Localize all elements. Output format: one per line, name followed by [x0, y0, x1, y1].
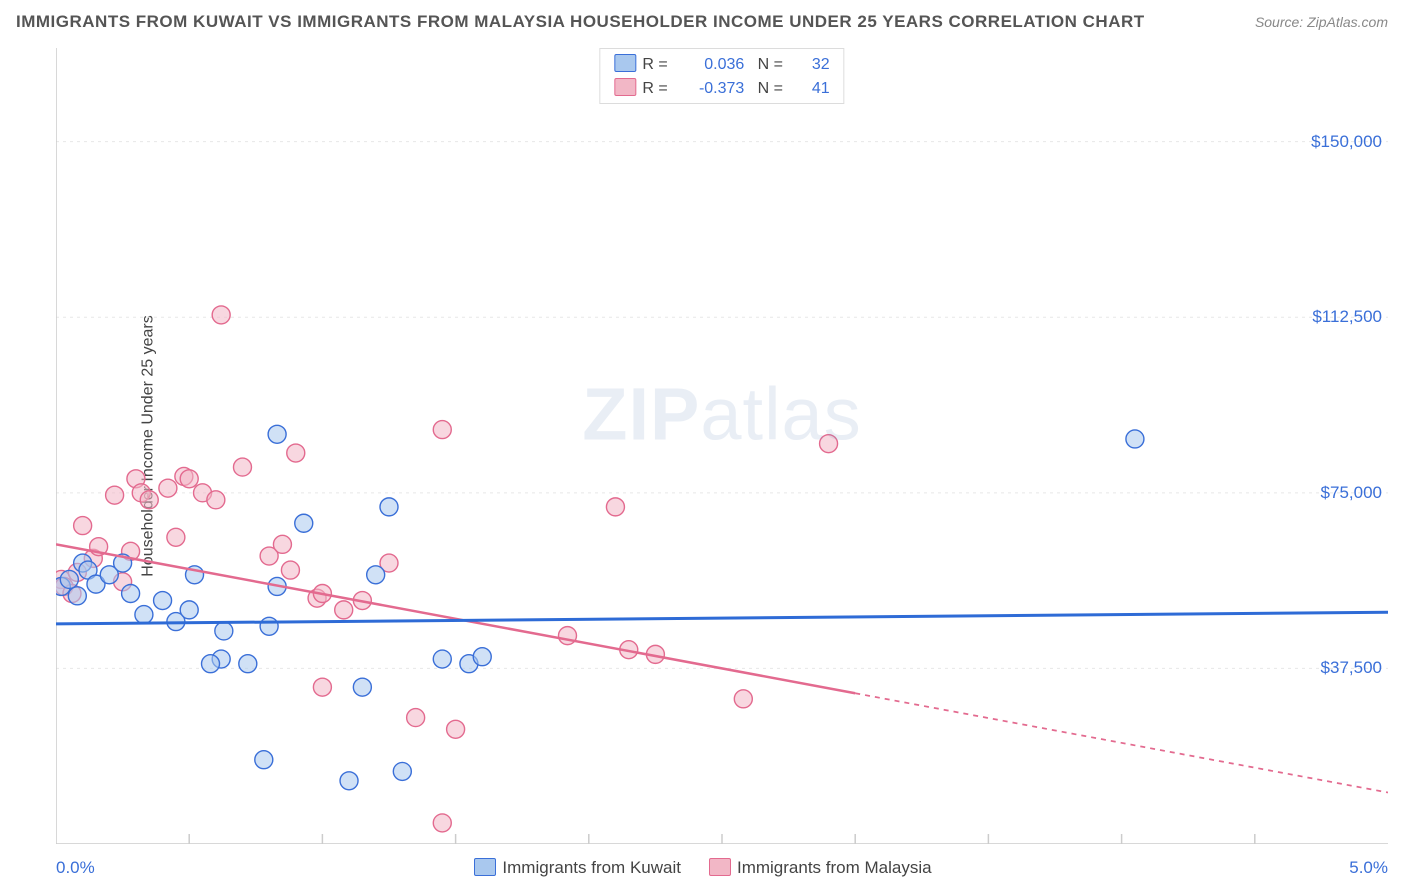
legend-series-item: Immigrants from Malaysia [709, 858, 932, 878]
legend-r-value: 0.036 [674, 53, 744, 77]
legend-series-label: Immigrants from Kuwait [502, 858, 681, 877]
legend-series: Immigrants from Kuwait Immigrants from Ma… [0, 858, 1406, 878]
legend-swatch [614, 78, 636, 96]
y-tick-label: $75,000 [1321, 483, 1382, 503]
legend-series-label: Immigrants from Malaysia [737, 858, 932, 877]
plot-area: ZIPatlas R =0.036 N =32R =-0.373 N =41 $… [56, 48, 1388, 844]
legend-correlation-row: R =-0.373 N =41 [614, 77, 829, 101]
legend-n-label: N = [758, 77, 790, 101]
legend-r-label: R = [642, 53, 674, 77]
legend-swatch [709, 858, 731, 876]
legend-r-label: R = [642, 77, 674, 101]
y-tick-label: $150,000 [1311, 132, 1382, 152]
legend-series-item: Immigrants from Kuwait [474, 858, 681, 878]
legend-correlation-row: R =0.036 N =32 [614, 53, 829, 77]
source-attribution: Source: ZipAtlas.com [1255, 14, 1388, 30]
y-tick-label: $112,500 [1312, 307, 1382, 327]
legend-swatch [474, 858, 496, 876]
legend-n-value: 32 [790, 53, 830, 77]
chart-title: IMMIGRANTS FROM KUWAIT VS IMMIGRANTS FRO… [16, 12, 1145, 32]
legend-n-label: N = [758, 53, 790, 77]
legend-r-value: -0.373 [674, 77, 744, 101]
legend-swatch [614, 54, 636, 72]
legend-n-value: 41 [790, 77, 830, 101]
scatter-chart [56, 48, 1388, 844]
y-tick-label: $37,500 [1321, 658, 1382, 678]
legend-correlation: R =0.036 N =32R =-0.373 N =41 [599, 48, 844, 104]
